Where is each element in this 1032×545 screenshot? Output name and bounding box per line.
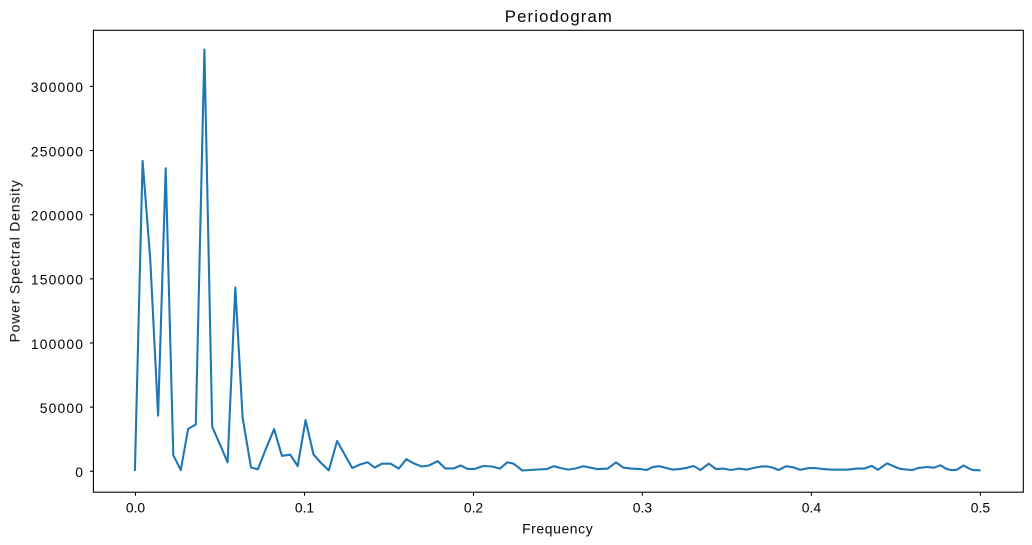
- svg-text:300000: 300000: [31, 79, 84, 95]
- svg-text:Frequency: Frequency: [522, 520, 593, 536]
- svg-text:250000: 250000: [31, 143, 84, 159]
- svg-text:0.2: 0.2: [464, 499, 484, 515]
- svg-text:Power Spectral Density: Power Spectral Density: [7, 179, 23, 342]
- svg-text:0.1: 0.1: [295, 499, 315, 515]
- svg-text:Periodogram: Periodogram: [505, 7, 613, 26]
- svg-text:200000: 200000: [31, 207, 84, 223]
- svg-text:50000: 50000: [40, 400, 84, 416]
- svg-text:150000: 150000: [31, 272, 84, 288]
- svg-text:0.4: 0.4: [802, 499, 822, 515]
- svg-text:0.3: 0.3: [633, 499, 653, 515]
- svg-text:0.0: 0.0: [126, 499, 146, 515]
- svg-text:0: 0: [75, 464, 84, 480]
- svg-text:100000: 100000: [31, 336, 84, 352]
- svg-text:0.5: 0.5: [971, 499, 991, 515]
